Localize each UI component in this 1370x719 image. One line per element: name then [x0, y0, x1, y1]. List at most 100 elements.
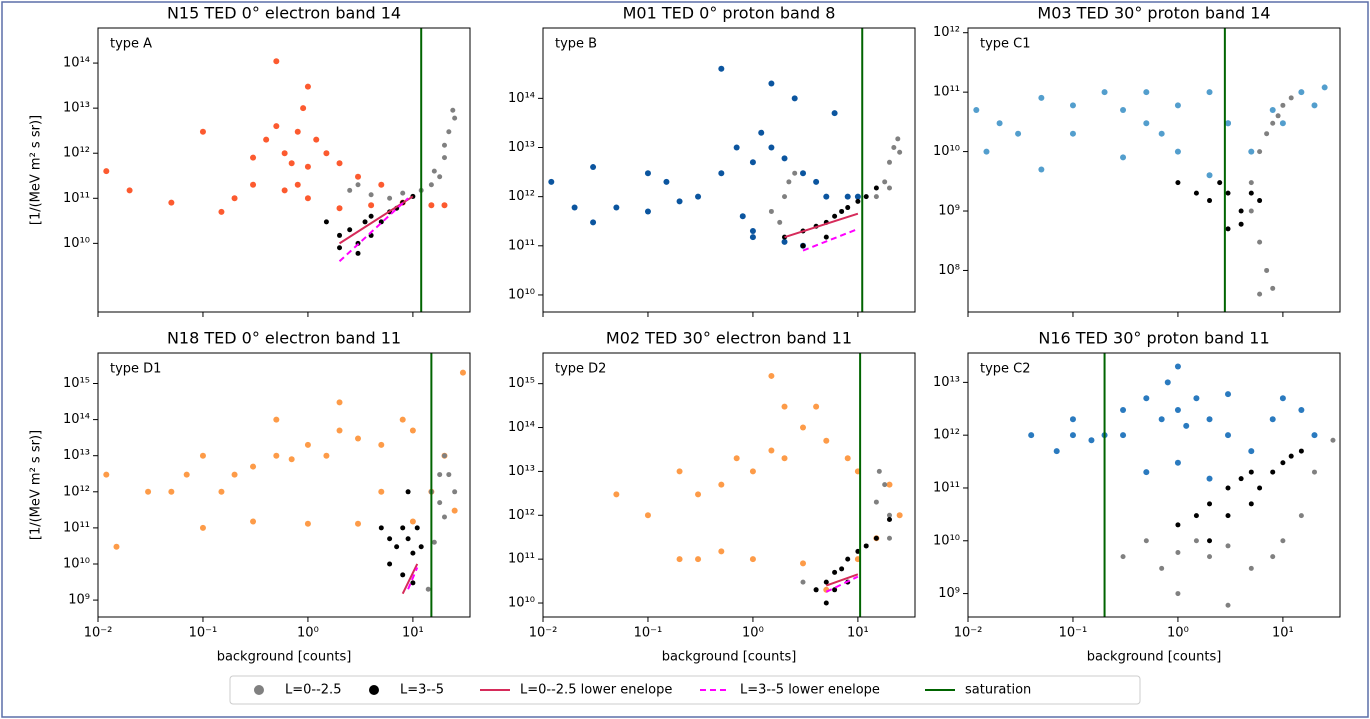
- scatter-point: [1207, 198, 1213, 204]
- scatter-point: [347, 227, 353, 233]
- scatter-point: [441, 453, 447, 459]
- scatter-point: [1264, 267, 1270, 273]
- scatter-point: [1120, 554, 1126, 560]
- scatter-point: [839, 566, 845, 572]
- scatter-point: [323, 150, 330, 157]
- scatter-point: [733, 144, 740, 151]
- scatter-point: [845, 205, 851, 211]
- scatter-point: [792, 170, 798, 176]
- y-tick-label: 10¹¹: [508, 238, 535, 253]
- scatter-point: [873, 194, 879, 200]
- scatter-point: [1174, 148, 1181, 155]
- axes-frame: [542, 27, 916, 313]
- legend-marker: [369, 685, 379, 695]
- y-tick-label: 10¹³: [63, 101, 90, 116]
- scatter-point: [428, 202, 435, 209]
- scatter-point: [873, 499, 879, 505]
- scatter-point: [996, 120, 1003, 127]
- scatter-point: [1311, 432, 1318, 439]
- scatter-point: [1069, 432, 1076, 439]
- scatter-point: [800, 243, 806, 249]
- legend: L=0--2.5 L=3--5 L=0--2.5 lower enelope L=3-…: [254, 683, 1031, 698]
- scatter-point: [800, 560, 807, 567]
- scatter-point: [768, 144, 775, 151]
- scatter-point: [823, 600, 829, 606]
- scatter-point: [855, 198, 861, 204]
- scatter-point: [896, 512, 903, 519]
- y-tick-label: 10¹¹: [63, 191, 90, 206]
- scatter-point: [336, 399, 343, 406]
- scatter-point: [323, 452, 330, 459]
- scatter-point: [1321, 84, 1328, 91]
- scatter-point: [1248, 190, 1254, 196]
- panel-title: N16 TED 30° proton band 11: [1038, 329, 1269, 348]
- scatter-point: [749, 159, 756, 166]
- scatter-point: [749, 234, 756, 241]
- panel-annotation: type A: [110, 37, 152, 52]
- scatter-point: [218, 208, 225, 215]
- plot-area: [973, 84, 1328, 297]
- scatter-point: [1225, 226, 1231, 232]
- x-tick-label: 10⁻²: [84, 626, 113, 641]
- envelope-line: [784, 212, 859, 239]
- x-tick-label: 10⁻²: [954, 626, 983, 641]
- scatter-point: [1248, 469, 1254, 475]
- scatter-point: [446, 129, 452, 135]
- scatter-point: [1311, 102, 1318, 109]
- scatter-point: [441, 514, 447, 520]
- scatter-point: [281, 150, 288, 157]
- envelope-line: [825, 575, 859, 593]
- scatter-point: [695, 556, 702, 563]
- scatter-point: [400, 190, 406, 196]
- y-axis-label: [1/(MeV m² s sr)]: [29, 430, 44, 540]
- y-tick-label: 10¹⁰: [63, 236, 90, 251]
- scatter-point: [347, 187, 353, 193]
- scatter-point: [695, 491, 702, 498]
- scatter-point: [1279, 120, 1286, 127]
- scatter-point: [973, 107, 980, 114]
- scatter-point: [832, 569, 838, 575]
- scatter-point: [1175, 180, 1181, 186]
- scatter-point: [294, 128, 301, 135]
- scatter-point: [1193, 538, 1199, 544]
- scatter-point: [1193, 395, 1200, 402]
- panel: N18 TED 0° electron band 11 10⁻² 10⁻¹ 10⁰ 10…: [29, 329, 471, 665]
- scatter-point: [844, 455, 851, 462]
- scatter-point: [1207, 554, 1213, 560]
- x-axis-label: background [counts]: [217, 650, 352, 665]
- scatter-point: [749, 228, 756, 235]
- y-tick-label: 10⁹: [938, 204, 960, 219]
- scatter-point: [1257, 149, 1263, 155]
- scatter-point: [1257, 198, 1263, 204]
- legend-label: L=3--5: [400, 683, 444, 698]
- scatter-point: [1174, 363, 1181, 370]
- scatter-point: [768, 447, 775, 454]
- scatter-point: [1120, 406, 1127, 413]
- y-tick-label: 10¹⁰: [63, 556, 90, 571]
- x-tick-label: 10¹: [847, 626, 869, 641]
- y-tick-label: 10¹²: [933, 25, 960, 40]
- scatter-point: [459, 369, 466, 376]
- scatter-point: [676, 468, 683, 475]
- envelope-line: [407, 567, 419, 590]
- scatter-point: [1175, 549, 1181, 555]
- scatter-point: [231, 195, 238, 202]
- legend-box: [229, 675, 1141, 705]
- scatter-point: [718, 170, 725, 177]
- y-tick-label: 10¹⁰: [933, 144, 960, 159]
- scatter-point: [891, 145, 897, 151]
- scatter-point: [749, 468, 756, 475]
- axes-frame: [967, 352, 1341, 618]
- scatter-point: [1257, 239, 1263, 245]
- scatter-point: [854, 193, 861, 200]
- scatter-point: [355, 520, 362, 527]
- scatter-point: [231, 471, 238, 478]
- scatter-point: [273, 452, 280, 459]
- scatter-point: [1225, 602, 1231, 608]
- panel-annotation: type B: [555, 37, 597, 52]
- scatter-point: [1225, 485, 1231, 491]
- scatter-point: [1270, 554, 1276, 560]
- y-tick-label: 10¹¹: [933, 85, 960, 100]
- scatter-point: [452, 115, 458, 121]
